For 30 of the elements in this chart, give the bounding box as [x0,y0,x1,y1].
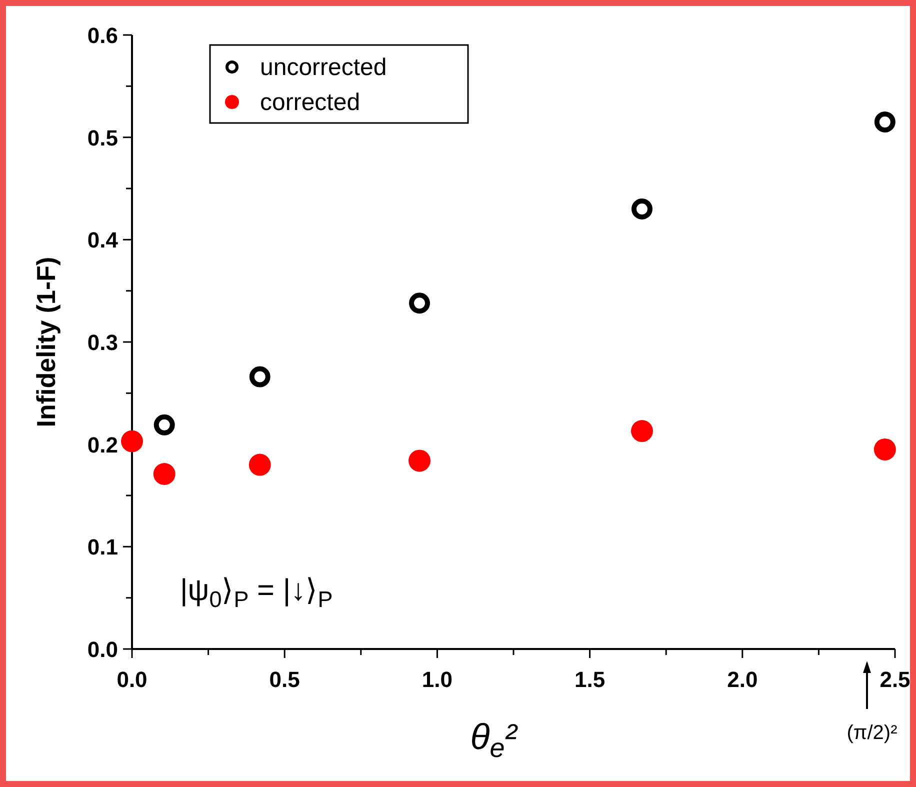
point [631,198,652,220]
y-tick-label: 0.1 [87,534,118,560]
y-tick-label: 0.6 [87,23,118,48]
annotation: |ψ$_{0}$⟩$_{P}$ = |↓⟩$_{P}$ [180,574,333,612]
legend-label: corrected [260,89,360,116]
y-tick-label: 0.3 [87,330,118,355]
y-axis-title: Infidelity (1-F) [31,256,61,428]
point [248,454,271,476]
y-tick-label: 0.2 [87,432,118,458]
text: (π/2)² [846,722,898,744]
point [409,292,430,314]
x-tick-label: 2.0 [727,667,758,692]
point [408,450,430,472]
point [153,463,176,486]
y-tick-label: 0.5 [87,125,118,150]
y-tick-label: 0.4 [87,228,119,253]
x-tick-label: 1.5 [574,667,606,692]
x-tick-label: 0.0 [116,667,148,692]
point [121,430,143,452]
point [874,111,896,132]
point [630,420,653,442]
x-tick-label: 1.0 [422,667,452,692]
x-tick-label: 2.5 [880,667,910,692]
point [249,366,270,388]
y-tick-label: 0.0 [87,637,118,662]
legend-label: uncorrected [260,54,387,81]
point [874,438,896,460]
x-tick-label: 0.5 [269,667,300,692]
x-axis-title: θ$_{e}$² [470,716,519,764]
point [154,414,175,436]
